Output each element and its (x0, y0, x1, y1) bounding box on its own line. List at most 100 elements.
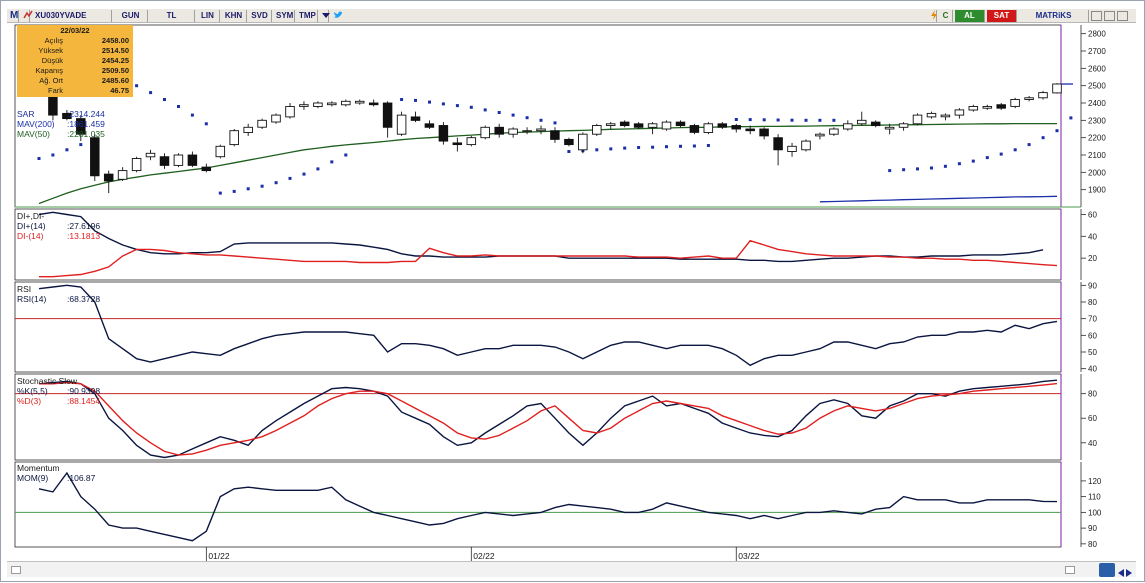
symbol-selector[interactable]: XU030YVADE (32, 10, 112, 22)
candle-body (424, 123, 435, 128)
pane-frame-0 (14, 24, 1062, 208)
twitter-bird-icon[interactable] (330, 10, 342, 22)
sar-dot (302, 172, 306, 176)
candle (940, 113, 951, 121)
info-row: Ağ. Ort 2485.60 (17, 76, 133, 86)
sar-dot (692, 144, 696, 148)
sym-button[interactable]: SYM (273, 10, 295, 22)
close-icon[interactable] (1117, 11, 1128, 21)
candle (285, 103, 295, 119)
candle (801, 139, 811, 152)
sar-dot (999, 152, 1003, 156)
sar-dot (204, 122, 208, 126)
candle-body (675, 121, 686, 127)
axis-tick-label: 90 (1088, 281, 1097, 290)
legend-title: DI+,DI- (17, 211, 44, 221)
candle (661, 120, 672, 131)
candle-body (285, 106, 295, 118)
candle (815, 132, 825, 140)
axis-tick-label: 90 (1088, 524, 1097, 533)
navigate-arrows-icon[interactable] (1117, 565, 1133, 577)
date-label: 03/22 (738, 551, 760, 561)
scroll-left-button[interactable] (11, 566, 21, 574)
sar-dot (1041, 136, 1045, 140)
candle-body (410, 116, 421, 121)
sar-dot (609, 147, 613, 151)
price-legend-label: MAV(200) (17, 119, 55, 129)
sar-dot (790, 118, 794, 122)
candle (647, 122, 658, 135)
currency-button[interactable]: TL (149, 10, 195, 22)
legend-title: Momentum (17, 463, 60, 473)
axis-tick-label: 20 (1088, 254, 1097, 263)
info-row-label: Yüksek (38, 46, 63, 55)
candle-body (1010, 99, 1020, 107)
candle (480, 125, 490, 140)
candle (1024, 96, 1034, 102)
axis-tick-label: 120 (1088, 477, 1102, 486)
restore-icon[interactable] (1104, 11, 1115, 21)
candle (675, 120, 686, 128)
date-label: 02/22 (473, 551, 495, 561)
sar-dot (441, 102, 445, 106)
sar-dot (734, 118, 738, 121)
sell-button[interactable]: SAT (987, 10, 1017, 22)
candle (703, 122, 714, 135)
candle-body (299, 104, 309, 107)
svd-button[interactable]: SVD (248, 10, 272, 22)
axis-tick-label: 40 (1088, 365, 1097, 374)
legend-label: RSI(14) (17, 294, 46, 304)
info-row-value: 46.75 (110, 86, 129, 95)
candle-body (912, 114, 923, 125)
candle-body (187, 154, 198, 166)
axis-tick-label: 2800 (1088, 30, 1106, 39)
period-button[interactable]: GUN (114, 10, 148, 22)
info-row-value: 2454.25 (101, 56, 129, 65)
candle (564, 137, 574, 147)
sar-dot (985, 156, 989, 160)
matriks-logo: M (7, 10, 19, 22)
series-line-1-1 (39, 239, 1058, 278)
minimize-icon[interactable] (1091, 11, 1102, 21)
sar-dot (177, 105, 180, 108)
axis-tick-label: 2100 (1088, 151, 1106, 160)
dropdown-arrow-icon[interactable] (319, 10, 330, 22)
sar-dot (957, 162, 961, 166)
info-row: Fark 46.75 (17, 86, 133, 96)
legend-label: DI+(14) (17, 221, 46, 231)
candle-body (173, 154, 184, 166)
sar-dot (400, 98, 404, 101)
candle-body (117, 170, 128, 180)
matriks-brand: MATRiKS (1019, 10, 1089, 22)
candle-body (564, 138, 574, 146)
axis-tick-label: 1900 (1088, 186, 1106, 195)
sar-dot (748, 118, 752, 122)
info-row-label: Ağ. Ort (39, 76, 63, 85)
axis-tick-label: 80 (1088, 390, 1097, 399)
candle-body (494, 126, 504, 135)
sar-dot (888, 169, 892, 173)
info-row: Açılış 2458.00 (17, 36, 133, 46)
axis-tick-label: 60 (1088, 210, 1097, 219)
buy-button[interactable]: AL (955, 10, 985, 22)
refresh-icon[interactable] (1099, 563, 1115, 577)
candle-body (145, 152, 156, 158)
lightning-icon[interactable] (927, 10, 937, 22)
c-button[interactable]: C (939, 10, 953, 22)
candle (550, 127, 560, 143)
candle (103, 170, 114, 194)
tmp-button[interactable]: TMP (296, 10, 318, 22)
axis-tick-label: 70 (1088, 315, 1097, 324)
scroll-right-button[interactable] (1065, 566, 1075, 574)
khn-button[interactable]: KHN (221, 10, 247, 22)
candle (76, 115, 86, 142)
linear-scale-button[interactable]: LIN (196, 10, 220, 22)
candle (229, 129, 239, 147)
price-legend-value: :2314.244 (67, 109, 105, 119)
sar-dot (623, 146, 627, 150)
sar-dot (274, 181, 278, 185)
candle-body (90, 137, 100, 177)
chart-type-icon[interactable] (20, 10, 33, 22)
scroll-bar[interactable] (7, 561, 1136, 577)
